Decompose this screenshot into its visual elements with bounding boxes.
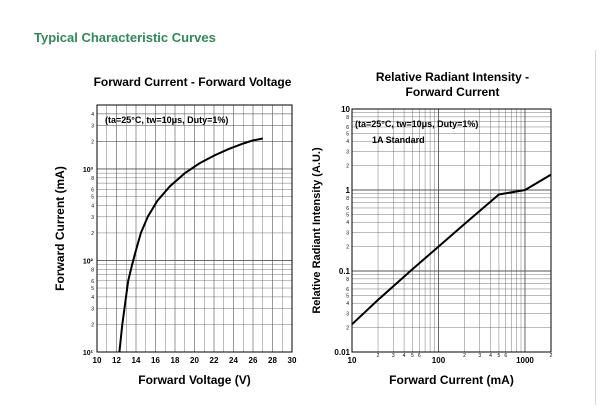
section-title: Typical Characteristic Curves [34,30,216,45]
x-tick-label: 28 [268,356,277,365]
x-minor-tick-label: 5 [411,353,414,359]
y-minor-tick-label: 8 [346,115,349,121]
x-minor-tick-label: 6 [504,353,507,359]
x-axis-label: Forward Current (mA) [389,373,514,387]
x-tick-label: 18 [171,356,180,365]
y-minor-tick-label: 6 [91,187,94,193]
y-minor-tick-label: 8 [91,267,94,273]
page-divider [595,50,596,405]
y-minor-tick-label: 3 [346,311,349,317]
y-minor-tick-label: 4 [346,220,349,226]
chart-title-line-2: Forward Current [405,85,499,99]
x-minor-tick-label: 2 [550,353,553,359]
y-minor-tick-label: 8 [346,196,349,202]
y-minor-tick-label: 8 [346,277,349,283]
x-axis-label: Forward Voltage (V) [138,373,250,387]
x-minor-tick-label: 2 [377,353,380,359]
y-minor-tick-label: 4 [91,295,94,301]
y-minor-tick-label: 6 [346,287,349,293]
y-minor-tick-label: 2 [346,245,349,251]
x-tick-label: 26 [249,356,258,365]
x-minor-tick-label: 5 [498,353,501,359]
y-minor-tick-label: 2 [91,139,94,145]
y-tick-label: 10² [83,258,94,265]
y-minor-tick-label: 2 [346,164,349,170]
y-axis-label: Forward Current (mA) [53,166,67,291]
y-minor-tick-label: 5 [346,131,349,137]
chart-annotation: (ta=25°C, tw=10μs, Duty=1%) [355,119,478,129]
y-minor-tick-label: 3 [346,230,349,236]
y-tick-label: 0.01 [334,348,350,357]
y-axis-label: Relative Radiant Intensity (A.U.) [311,147,323,314]
x-minor-tick-label: 3 [392,353,395,359]
y-minor-tick-label: 3 [91,215,94,221]
chart-title: Forward Current - Forward Voltage [94,75,292,89]
x-tick-label: 10 [93,356,102,365]
y-minor-tick-label: 6 [91,279,94,285]
x-minor-tick-label: 2 [463,353,466,359]
x-tick-label: 20 [190,356,199,365]
x-tick-label: 22 [210,356,219,365]
y-minor-tick-label: 3 [91,306,94,312]
x-tick-label: 100 [432,356,446,365]
x-tick-label: 14 [132,356,141,365]
y-minor-tick-label: 2 [91,322,94,328]
y-minor-tick-label: 4 [91,203,94,209]
y-tick-label: 1 [346,186,351,195]
x-tick-label: 12 [112,356,121,365]
y-minor-tick-label: 4 [346,301,349,307]
y-minor-tick-label: 5 [91,286,94,292]
chart-title-line-1: Relative Radiant Intensity - [376,70,529,84]
x-tick-label: 24 [229,356,238,365]
x-minor-tick-label: 4 [489,353,492,359]
x-minor-tick-label: 6 [418,353,421,359]
y-tick-label: 10 [341,105,350,114]
plot-frame [351,108,552,353]
y-minor-tick-label: 4 [346,139,349,145]
y-minor-tick-label: 3 [346,149,349,155]
x-tick-label: 1000 [516,356,534,365]
series-line [118,137,263,353]
y-tick-label: 0.1 [339,267,351,276]
chart-note: 1A Standard [372,135,425,145]
y-minor-tick-label: 4 [91,112,94,118]
y-minor-tick-label: 5 [91,195,94,201]
x-minor-tick-label: 3 [478,353,481,359]
y-minor-tick-label: 5 [346,293,349,299]
y-minor-tick-label: 6 [346,125,349,131]
x-tick-label: 30 [288,356,297,365]
x-tick-label: 16 [151,356,160,365]
y-minor-tick-label: 8 [91,176,94,182]
y-tick-label: 10³ [83,167,94,174]
y-tick-label: 10¹ [83,350,94,357]
series-line [351,173,552,326]
x-minor-tick-label: 4 [403,353,406,359]
y-minor-tick-label: 6 [346,206,349,212]
y-minor-tick-label: 3 [91,123,94,129]
x-tick-label: 10 [348,356,357,365]
y-minor-tick-label: 2 [91,231,94,237]
plot-frame [96,104,293,353]
y-minor-tick-label: 5 [346,212,349,218]
chart-annotation: (ta=25°C, tw=10μs, Duty=1%) [105,115,228,125]
y-minor-tick-label: 2 [346,326,349,332]
